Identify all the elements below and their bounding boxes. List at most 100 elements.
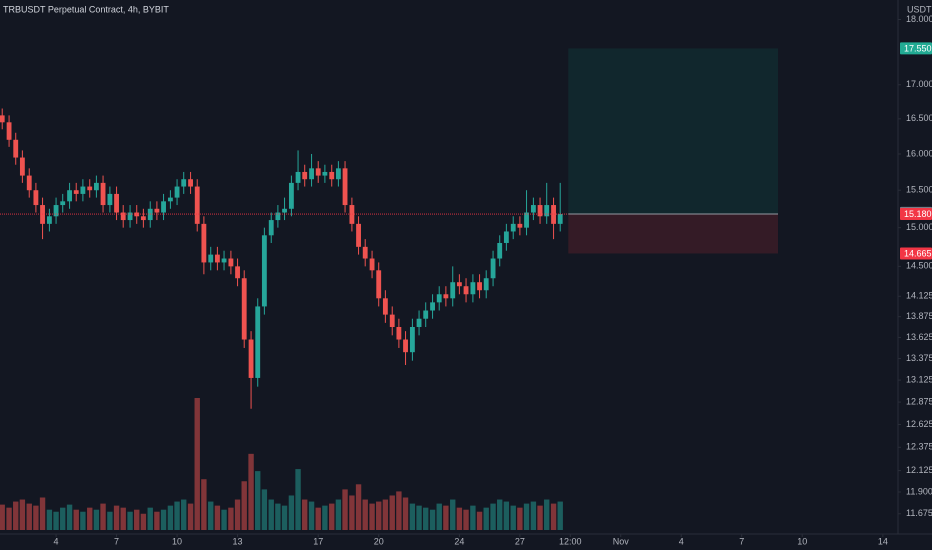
candle-body — [356, 223, 361, 247]
candle-body — [430, 302, 435, 311]
candle-body — [483, 278, 489, 291]
volume-bar — [154, 511, 160, 530]
candle-body — [261, 235, 267, 307]
candle-body — [530, 205, 536, 213]
candle-body — [335, 168, 341, 180]
y-tick-label: 15.500 — [906, 185, 932, 195]
chart-title: TRBUSDT Perpetual Contract, 4h, BYBIT — [3, 4, 169, 14]
volume-bar — [73, 509, 79, 530]
candle-body — [19, 157, 25, 176]
candle-body — [40, 205, 45, 224]
candle-body — [416, 318, 422, 328]
candle-body — [477, 282, 482, 291]
volume-bar — [416, 505, 422, 530]
volume-bar — [423, 507, 429, 530]
volume-bar — [530, 501, 537, 530]
volume-bar — [80, 511, 86, 530]
volume-bar — [127, 511, 133, 530]
candle-body — [161, 201, 166, 213]
volume-bar — [389, 495, 395, 530]
candle-body — [382, 298, 388, 315]
y-tick-label: 15.000 — [906, 222, 932, 232]
candle-body — [255, 306, 261, 378]
candle-body — [208, 254, 214, 263]
volume-bar — [100, 503, 106, 530]
y-tick-label: 12.375 — [906, 442, 932, 452]
volume-bar — [6, 507, 12, 530]
candle-body — [342, 168, 348, 206]
volume-bar — [436, 503, 442, 530]
volume-bar — [187, 503, 194, 530]
y-tick-label: 16.000 — [906, 148, 932, 158]
candle-body — [295, 171, 301, 183]
volume-bar — [523, 503, 530, 530]
volume-bar — [443, 505, 449, 530]
x-tick-label: 20 — [374, 536, 384, 546]
y-tick-label: 14.500 — [906, 261, 932, 271]
volume-bar — [39, 497, 46, 530]
volume-bar — [107, 511, 113, 530]
volume-bar — [510, 505, 516, 530]
volume-bar — [53, 511, 59, 530]
volume-bar — [537, 505, 543, 530]
candle-body — [235, 266, 240, 279]
candle-body — [228, 258, 234, 267]
volume-bar — [167, 505, 174, 530]
volume-bar — [93, 509, 100, 530]
volume-bar — [134, 509, 140, 530]
y-tick-label: 12.625 — [906, 419, 932, 429]
price-badge — [900, 247, 932, 260]
candle-body — [174, 186, 180, 198]
candle-body — [517, 223, 523, 228]
volume-bar — [295, 469, 301, 530]
price-badge-label: 15.180 — [904, 209, 932, 219]
volume-bar — [288, 495, 295, 530]
x-tick-label: 7 — [739, 536, 744, 546]
candle-body — [140, 216, 146, 221]
volume-bar — [221, 509, 227, 530]
volume-bar — [429, 509, 436, 530]
price-badge-label: 17.550 — [904, 43, 932, 53]
volume-bar — [234, 499, 241, 530]
candle-body — [67, 190, 72, 202]
volume-bar — [181, 499, 187, 530]
candle-body — [114, 193, 119, 213]
candle-body — [154, 208, 160, 213]
y-tick-label: 13.875 — [906, 311, 932, 321]
volume-bar — [329, 503, 335, 530]
volume-bar — [322, 505, 328, 530]
volume-bar — [255, 471, 261, 530]
volume-bar — [174, 501, 180, 530]
volume-bar — [261, 489, 268, 530]
candle-body — [403, 339, 408, 353]
volume-bar — [517, 507, 523, 530]
candle-body — [127, 212, 133, 221]
candle-body — [497, 242, 503, 259]
candle-body — [73, 190, 79, 194]
volume-bar — [308, 501, 315, 530]
volume-bar — [476, 511, 483, 530]
x-tick-label: 24 — [454, 536, 464, 546]
price-badge-label: 14.665 — [904, 248, 932, 258]
volume-bar — [275, 503, 281, 530]
candle-body — [436, 294, 442, 303]
candle-body — [544, 205, 550, 217]
volume-bar — [201, 479, 207, 530]
candle-body — [389, 314, 395, 328]
volume-bar — [456, 507, 463, 530]
volume-bar — [503, 501, 510, 530]
volume-bar — [208, 501, 214, 530]
volume-bar — [369, 503, 375, 530]
volume-bar — [483, 507, 489, 530]
volume-bar — [463, 509, 469, 530]
y-tick-label: 13.125 — [906, 374, 932, 384]
volume-bar — [140, 513, 147, 530]
x-tick-label: 7 — [114, 536, 119, 546]
y-tick-label: 17.000 — [906, 79, 932, 89]
candle-body — [349, 205, 355, 224]
price-badge — [900, 208, 932, 221]
candle-body — [167, 197, 173, 202]
x-tick-label: 14 — [878, 536, 888, 546]
